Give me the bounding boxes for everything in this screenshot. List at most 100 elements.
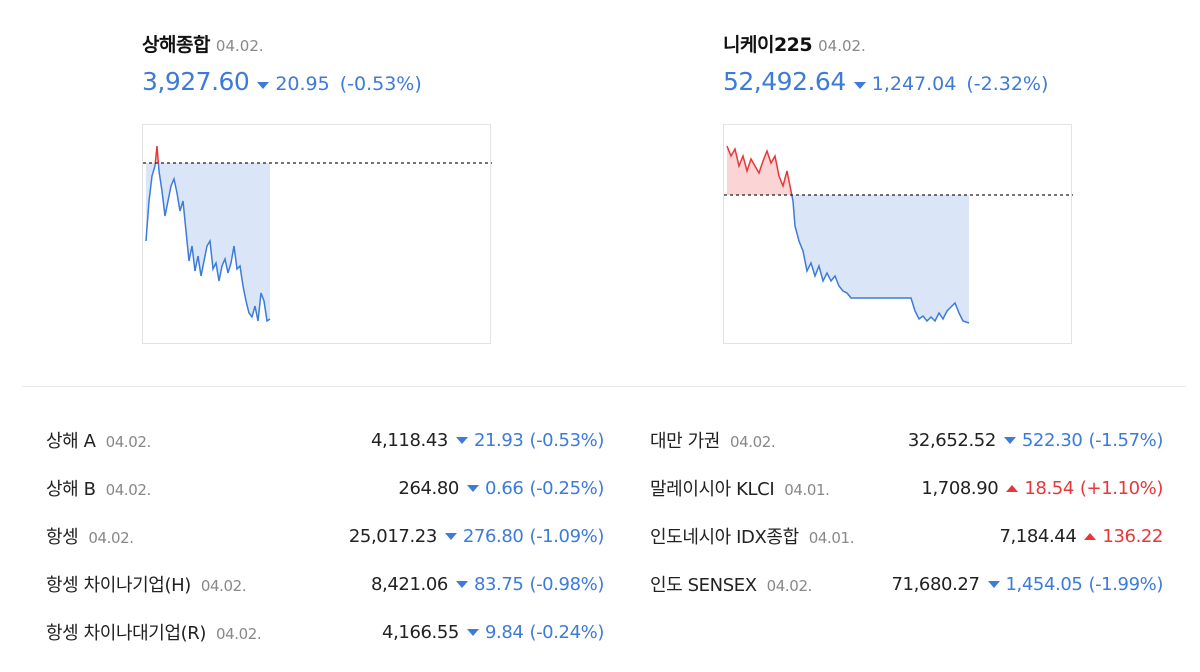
index-date: 04.02. (88, 529, 134, 547)
row-left: 말레이시아 KLCI 04.01. (650, 475, 830, 501)
area-down (146, 163, 270, 321)
index-row[interactable]: 항셍 차이나기업(H) 04.02. 8,421.06 83.75 (-0.98%) (46, 560, 604, 608)
price-line: 52,492.64 1,247.04 (-2.32%) (723, 67, 1048, 96)
index-row[interactable]: 상해 B 04.02. 264.80 0.66 (-0.25%) (46, 464, 604, 512)
index-name: 상해종합 (142, 34, 210, 56)
line-up (726, 145, 793, 195)
index-row[interactable]: 항셍 차이나대기업(R) 04.02. 4,166.55 9.84 (-0.24%) (46, 608, 604, 656)
price: 3,927.60 (142, 67, 250, 96)
index-date: 04.02. (729, 433, 776, 451)
row-left: 항셍 차이나대기업(R) 04.02. (46, 619, 262, 645)
price: 8,421.06 (370, 573, 448, 595)
row-left: 항셍 04.02. (46, 523, 134, 549)
down-arrow (1003, 437, 1016, 444)
index-row[interactable]: 인도네시아 IDX종합 04.01. 7,184.44 136.22 (650, 512, 1163, 560)
row-right: 32,652.52 522.30 (-1.57%) (907, 429, 1164, 451)
price: 4,166.55 (382, 621, 459, 643)
row-left: 인도네시아 IDX종합 04.01. (650, 523, 854, 549)
price: 264.80 (398, 477, 459, 499)
down-arrow (466, 485, 479, 492)
row-right: 4,118.43 21.93 (-0.53%) (371, 430, 604, 451)
change-group: 1,454.05 (-1.99%) (980, 573, 1163, 595)
index-row[interactable]: 인도 SENSEX 04.02. 71,680.27 1,454.05 (-1.99%) (650, 560, 1163, 608)
down-arrow (455, 437, 468, 444)
row-right: 4,166.55 9.84 (-0.24%) (382, 622, 604, 643)
row-right: 8,421.06 83.75 (-0.98%) (371, 574, 604, 595)
index-date: 04.02. (105, 481, 152, 499)
row-left: 상해 B 04.02. (46, 475, 151, 501)
change: 21.93 (473, 429, 524, 451)
row-right: 264.80 0.66 (-0.25%) (398, 478, 604, 499)
change: 1,247.04 (871, 73, 957, 95)
down-arrow (257, 82, 270, 89)
index-date: 04.01. (808, 529, 855, 547)
index-date: 04.01. (784, 481, 830, 499)
change-pct: (+1.10%) (1079, 477, 1164, 499)
change: 83.75 (473, 573, 524, 595)
change: 522.30 (1021, 429, 1083, 451)
index-name: 니케이225 (723, 34, 813, 56)
sparkline (143, 145, 492, 323)
row-left: 대만 가권 04.02. (650, 427, 776, 453)
line-down (145, 163, 271, 323)
featured-index[interactable]: 니케이225 04.02. 52,492.64 1,247.04 (-2.32%) (723, 30, 1048, 96)
change-pct: (-0.53%) (529, 429, 604, 451)
change: 18.54 (1024, 477, 1074, 499)
price: 32,652.52 (907, 429, 996, 451)
featured-index[interactable]: 상해종합 04.02. 3,927.60 20.95 (-0.53%) (142, 30, 422, 96)
price-line: 3,927.60 20.95 (-0.53%) (142, 67, 422, 96)
index-row[interactable]: 항셍 04.02. 25,017.23 276.80 (-1.09%) (46, 512, 604, 560)
change-pct: (-0.25%) (529, 477, 604, 499)
change-group: 136.22 (1076, 526, 1163, 547)
change-group: 18.54 (+1.10%) (998, 478, 1163, 499)
row-right: 1,708.90 18.54 (+1.10%) (921, 478, 1163, 499)
change-group: 83.75 (-0.98%) (448, 574, 604, 595)
index-name: 상해 A (46, 431, 96, 452)
up-arrow (1084, 533, 1097, 540)
price: 1,708.90 (921, 477, 999, 499)
index-name: 항셍 차이나대기업(R) (46, 623, 206, 644)
index-name: 대만 가권 (650, 431, 720, 452)
change: 0.66 (484, 477, 524, 499)
index-name: 인도 SENSEX (650, 575, 757, 596)
change-pct: (-0.53%) (339, 73, 422, 95)
sparkline-box (723, 124, 1073, 344)
index-date: 04.02. (215, 625, 262, 643)
index-date: 04.02. (215, 37, 264, 55)
row-left: 인도 SENSEX 04.02. (650, 571, 812, 597)
row-left: 상해 A 04.02. (46, 427, 151, 453)
change-pct: (-1.99%) (1088, 573, 1163, 595)
change-pct: (-0.24%) (529, 621, 604, 643)
index-date: 04.02. (766, 577, 813, 595)
change: 1,454.05 (1005, 573, 1083, 595)
change-pct: (-2.32%) (966, 73, 1049, 95)
index-row[interactable]: 상해 A 04.02. 4,118.43 21.93 (-0.53%) (46, 416, 604, 464)
row-right: 71,680.27 1,454.05 (-1.99%) (891, 574, 1163, 595)
price: 71,680.27 (891, 573, 980, 595)
change-pct: (-0.98%) (529, 573, 604, 595)
change-group: 0.66 (-0.25%) (459, 478, 604, 499)
down-arrow (853, 82, 866, 89)
price: 25,017.23 (348, 525, 437, 547)
index-name: 인도네시아 IDX종합 (650, 527, 799, 548)
area-up (727, 146, 969, 195)
down-arrow (466, 629, 479, 636)
line-down (791, 195, 970, 324)
index-row[interactable]: 말레이시아 KLCI 04.01. 1,708.90 18.54 (+1.10%) (650, 464, 1163, 512)
row-right: 7,184.44 136.22 (999, 526, 1163, 547)
index-name: 항셍 (46, 527, 79, 548)
change-group: 276.80 (-1.09%) (437, 526, 604, 547)
change: 276.80 (462, 525, 524, 547)
down-arrow (455, 581, 468, 588)
change-pct: (-1.57%) (1088, 429, 1163, 451)
row-left: 항셍 차이나기업(H) 04.02. (46, 571, 247, 597)
change-group: 522.30 (-1.57%) (996, 430, 1163, 451)
index-name: 상해 B (46, 479, 96, 500)
up-arrow (1006, 485, 1019, 492)
change-group: 21.93 (-0.53%) (448, 430, 604, 451)
index-row[interactable]: 대만 가권 04.02. 32,652.52 522.30 (-1.57%) (650, 416, 1163, 464)
index-date: 04.02. (200, 577, 247, 595)
sparkline-box (142, 124, 492, 344)
area-down (727, 195, 969, 323)
